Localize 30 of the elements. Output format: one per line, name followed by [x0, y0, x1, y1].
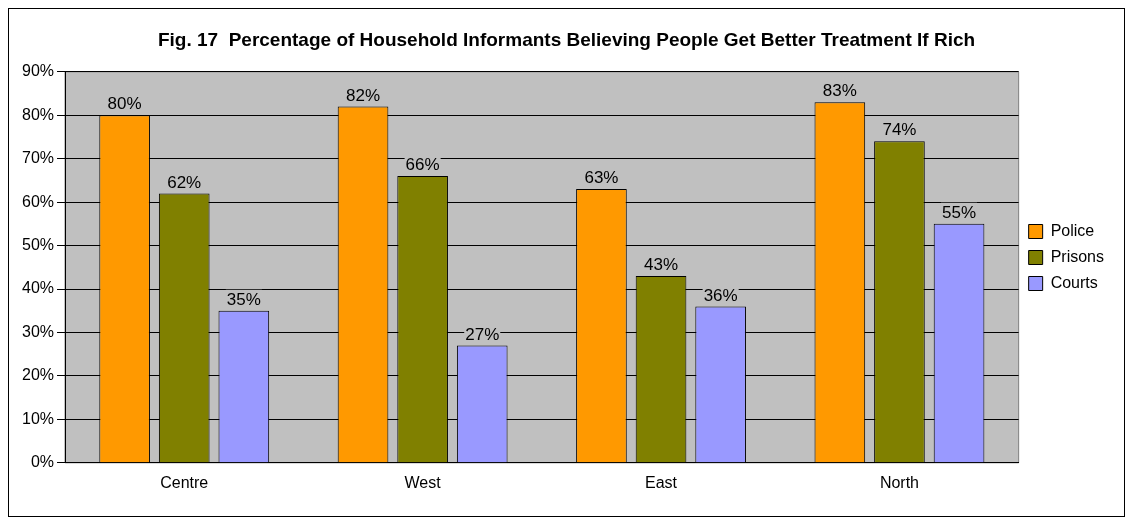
data-label: 66%	[405, 155, 440, 175]
data-label: 83%	[822, 81, 857, 101]
legend-label: Courts	[1050, 273, 1098, 291]
y-tick-label: 10%	[21, 409, 55, 427]
data-label: 55%	[942, 203, 977, 223]
y-tick-label: 70%	[21, 149, 55, 167]
data-label: 63%	[584, 168, 619, 188]
y-tick-label: 80%	[21, 105, 55, 123]
x-tick-label: East	[645, 473, 678, 491]
y-tick-label: 50%	[21, 235, 55, 253]
y-tick-label: 30%	[21, 322, 55, 340]
data-label: 43%	[644, 255, 679, 275]
data-label: 62%	[167, 172, 202, 192]
legend-label: Police	[1050, 221, 1095, 239]
data-label: 36%	[703, 285, 738, 305]
y-tick-label: 40%	[21, 279, 55, 297]
chart-title: Fig. 17 Percentage of Household Informants Believing People Get Better Treatment If Rich	[157, 28, 976, 50]
data-label: 80%	[107, 94, 142, 114]
x-tick-label: West	[404, 473, 442, 491]
data-label: 74%	[882, 120, 917, 140]
x-tick-label: North	[879, 473, 920, 491]
data-label: 35%	[226, 289, 261, 309]
legend-label: Prisons	[1050, 247, 1105, 265]
y-tick-label: 20%	[21, 366, 55, 384]
y-tick-label: 60%	[21, 192, 55, 210]
data-label: 27%	[465, 324, 500, 344]
x-tick-label: Centre	[160, 473, 209, 491]
y-tick-label: 0%	[30, 453, 55, 471]
data-label: 82%	[346, 85, 381, 105]
y-tick-label: 90%	[21, 62, 55, 80]
